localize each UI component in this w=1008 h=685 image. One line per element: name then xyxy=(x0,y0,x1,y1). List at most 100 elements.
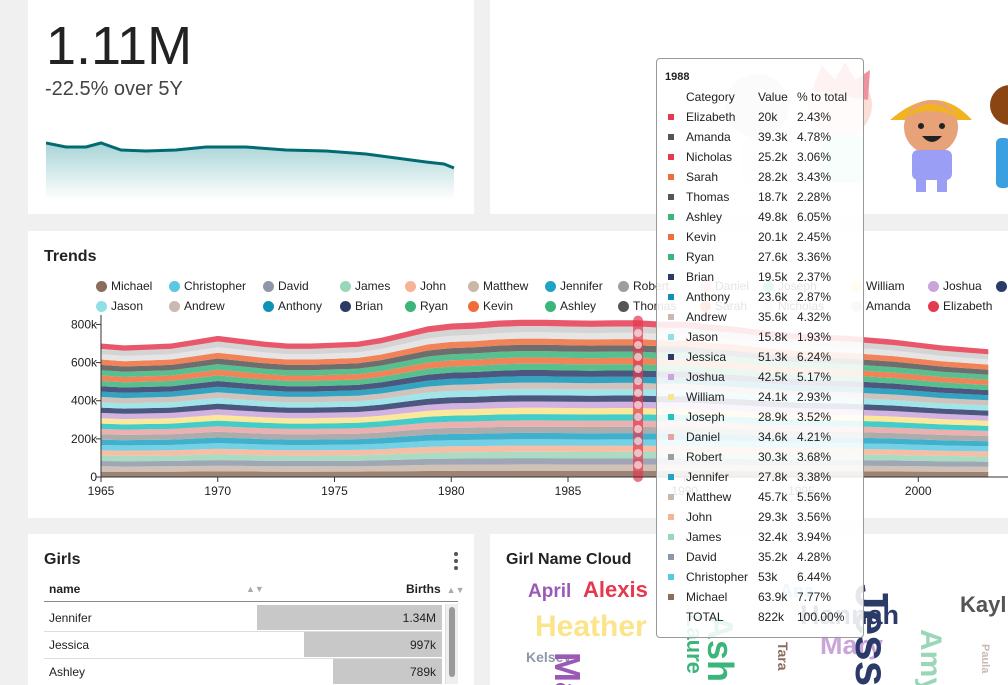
table-row[interactable]: Jessica 997k xyxy=(44,631,442,659)
cloud-word[interactable]: Alexis xyxy=(583,577,648,602)
tooltip-swatch xyxy=(668,414,674,420)
tooltip-row: Christopher 53k 6.44% xyxy=(657,569,863,589)
x-tick-label: 1965 xyxy=(88,484,115,498)
legend-dot xyxy=(169,300,180,312)
tooltip-category: Jason xyxy=(686,330,719,344)
cloud-word[interactable]: Ma xyxy=(547,652,588,685)
legend-item[interactable]: Michael xyxy=(96,279,152,293)
legend-item[interactable]: Christopher xyxy=(169,279,246,293)
table-row[interactable]: Ashley 789k xyxy=(44,658,442,685)
tooltip-percent: 5.17% xyxy=(797,370,832,384)
tooltip-swatch xyxy=(668,214,674,220)
series-area[interactable] xyxy=(101,401,989,421)
row-births: 997k xyxy=(409,638,436,652)
tooltip-value: 34.6k xyxy=(758,430,788,444)
legend-label: John xyxy=(420,279,447,293)
tooltip-row: Thomas 18.7k 2.28% xyxy=(657,189,863,209)
tooltip-category: Matthew xyxy=(686,490,732,504)
legend-item[interactable]: Ryan xyxy=(405,299,448,313)
births-bar xyxy=(304,632,442,657)
row-name: Jennifer xyxy=(49,611,92,625)
legend-item[interactable]: Matthew xyxy=(468,279,528,293)
table-scrollbar[interactable] xyxy=(445,604,458,684)
legend-item[interactable]: Brian xyxy=(340,299,383,313)
legend-item[interactable]: Kevin xyxy=(468,299,513,313)
cloud-word[interactable]: Tara xyxy=(775,642,791,671)
more-menu-icon[interactable] xyxy=(454,552,460,570)
hover-point xyxy=(634,401,643,409)
scrollbar-thumb[interactable] xyxy=(449,607,455,677)
series-area[interactable] xyxy=(101,344,989,375)
tooltip-row: Jessica 51.3k 6.24% xyxy=(657,349,863,369)
tooltip-value: 25.2k xyxy=(758,150,788,164)
series-area[interactable] xyxy=(101,326,989,360)
sort-icon[interactable]: ▲▼ xyxy=(246,584,264,594)
cloud-word[interactable]: Heather xyxy=(535,610,647,643)
tooltip-category: Ryan xyxy=(686,250,715,264)
series-area[interactable] xyxy=(101,357,989,385)
hover-point xyxy=(634,329,643,337)
tooltip-category: Brian xyxy=(686,270,715,284)
tooltip-row: James 32.4k 3.94% xyxy=(657,529,863,549)
tooltip-category: Joseph xyxy=(686,410,725,424)
legend-item[interactable]: Andrew xyxy=(169,299,225,313)
legend-item[interactable]: David xyxy=(263,279,309,293)
series-area[interactable] xyxy=(101,338,989,370)
tooltip-value: 20.1k xyxy=(758,230,788,244)
legend-label: Jennifer xyxy=(560,279,603,293)
tooltip-swatch xyxy=(668,334,674,340)
tooltip-percent: 4.28% xyxy=(797,550,832,564)
legend-item[interactable]: Anthony xyxy=(263,299,322,313)
tooltip-percent: 7.77% xyxy=(797,590,832,604)
legend-item[interactable]: Joshua xyxy=(928,279,982,293)
legend-item[interactable]: Jennifer xyxy=(545,279,603,293)
births-bar xyxy=(333,659,442,684)
tooltip-value: 49.8k xyxy=(758,210,788,224)
tooltip-percent: 2.43% xyxy=(797,110,832,124)
tooltip-category: David xyxy=(686,550,717,564)
cloud-word[interactable]: Kayl xyxy=(960,592,1007,617)
cloud-word[interactable]: Kelsey xyxy=(526,649,572,665)
births-column-header[interactable]: Births ▲▼ xyxy=(406,582,465,596)
tooltip-row: Daniel 34.6k 4.21% xyxy=(657,429,863,449)
series-area[interactable] xyxy=(101,395,989,416)
series-area[interactable] xyxy=(101,376,989,401)
kpi-card: 1.11M -22.5% over 5Y xyxy=(28,0,474,214)
legend-item[interactable]: James xyxy=(340,279,390,293)
series-area[interactable] xyxy=(101,351,989,380)
sort-icon[interactable]: ▲▼ xyxy=(446,585,465,595)
tooltip-percent: 6.44% xyxy=(797,570,832,584)
tooltip-value: 51.3k xyxy=(758,350,788,364)
series-area[interactable] xyxy=(101,382,989,406)
series-area[interactable] xyxy=(101,332,989,365)
cloud-word[interactable]: April xyxy=(528,581,572,602)
series-area[interactable] xyxy=(101,370,989,396)
legend-label: William xyxy=(866,279,905,293)
legend-item[interactable]: Ashley xyxy=(545,299,596,313)
series-area[interactable] xyxy=(101,414,989,431)
legend-item[interactable]: Jason xyxy=(96,299,143,313)
tooltip-row: Elizabeth 20k 2.43% xyxy=(657,109,863,129)
cloud-word[interactable]: Paula xyxy=(979,644,991,674)
tooltip-value: 30.3k xyxy=(758,450,788,464)
series-area[interactable] xyxy=(101,363,989,391)
tooltip-swatch xyxy=(668,474,674,480)
tooltip-value: 29.3k xyxy=(758,510,788,524)
legend-item[interactable]: Elizabeth xyxy=(928,299,992,313)
tooltip-percent: 6.05% xyxy=(797,210,832,224)
series-area[interactable] xyxy=(101,319,989,355)
legend-item[interactable]: John xyxy=(405,279,446,293)
kid-partial-illustration xyxy=(990,85,1008,188)
hover-point xyxy=(634,377,643,385)
tooltip-row: Robert 30.3k 3.68% xyxy=(657,449,863,469)
table-row[interactable]: Jennifer 1.34M xyxy=(44,604,442,632)
tooltip-swatch xyxy=(668,174,674,180)
cloud-word[interactable]: Amy xyxy=(914,629,947,685)
tooltip-value: 42.5k xyxy=(758,370,788,384)
name-column-header[interactable]: name xyxy=(49,582,80,596)
legend-item[interactable]: Jessica xyxy=(996,279,1008,293)
cloud-title: Girl Name Cloud xyxy=(506,551,632,568)
series-area[interactable] xyxy=(101,388,989,411)
series-area[interactable] xyxy=(101,407,989,426)
row-births: 1.34M xyxy=(402,611,436,625)
